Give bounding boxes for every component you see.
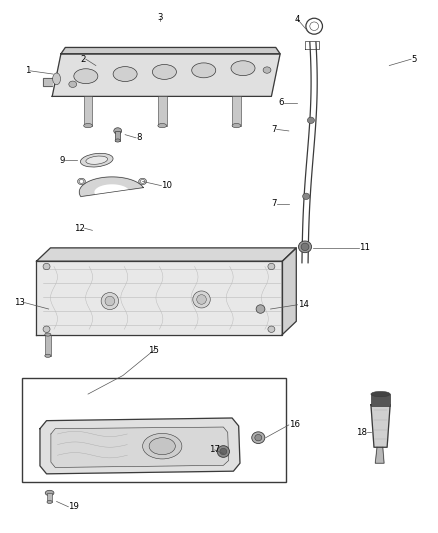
Bar bbox=[115, 131, 120, 141]
Text: 11: 11 bbox=[359, 244, 370, 253]
Ellipse shape bbox=[81, 154, 113, 167]
Bar bbox=[45, 335, 51, 356]
Ellipse shape bbox=[78, 178, 85, 184]
Text: 7: 7 bbox=[271, 125, 277, 134]
Ellipse shape bbox=[47, 500, 52, 504]
Polygon shape bbox=[43, 78, 52, 86]
Text: 4: 4 bbox=[295, 15, 300, 24]
Ellipse shape bbox=[193, 291, 210, 308]
Polygon shape bbox=[371, 405, 390, 447]
Ellipse shape bbox=[45, 333, 51, 336]
Ellipse shape bbox=[115, 139, 120, 142]
Ellipse shape bbox=[45, 490, 54, 496]
Ellipse shape bbox=[268, 263, 275, 270]
Text: 15: 15 bbox=[148, 346, 159, 355]
Text: 13: 13 bbox=[14, 298, 25, 307]
Bar bbox=[371, 394, 390, 406]
Polygon shape bbox=[40, 418, 240, 474]
Bar bbox=[158, 96, 166, 126]
Bar bbox=[232, 96, 241, 126]
Ellipse shape bbox=[307, 117, 314, 124]
Ellipse shape bbox=[43, 263, 50, 270]
Ellipse shape bbox=[139, 178, 147, 184]
Text: 8: 8 bbox=[136, 133, 141, 142]
Ellipse shape bbox=[69, 81, 77, 87]
Ellipse shape bbox=[231, 61, 255, 76]
Polygon shape bbox=[283, 248, 296, 335]
Ellipse shape bbox=[141, 180, 145, 183]
Ellipse shape bbox=[143, 433, 182, 459]
Bar bbox=[21, 378, 286, 482]
Text: 19: 19 bbox=[68, 502, 79, 511]
Ellipse shape bbox=[303, 193, 310, 199]
Ellipse shape bbox=[53, 73, 60, 85]
Ellipse shape bbox=[152, 64, 177, 79]
Ellipse shape bbox=[255, 434, 262, 441]
Text: 3: 3 bbox=[157, 13, 163, 22]
Ellipse shape bbox=[301, 243, 309, 251]
Text: 2: 2 bbox=[80, 55, 86, 63]
Bar bbox=[84, 96, 92, 126]
Ellipse shape bbox=[268, 326, 275, 333]
Ellipse shape bbox=[263, 67, 271, 73]
Text: 14: 14 bbox=[297, 300, 309, 309]
Text: 10: 10 bbox=[161, 181, 173, 190]
Ellipse shape bbox=[113, 67, 137, 82]
Ellipse shape bbox=[43, 326, 50, 333]
Text: 5: 5 bbox=[411, 55, 417, 63]
Polygon shape bbox=[61, 47, 280, 54]
Ellipse shape bbox=[105, 296, 115, 306]
Ellipse shape bbox=[252, 432, 265, 443]
Ellipse shape bbox=[74, 69, 98, 84]
Text: 18: 18 bbox=[357, 428, 367, 437]
Ellipse shape bbox=[371, 391, 390, 397]
Ellipse shape bbox=[79, 180, 84, 183]
Polygon shape bbox=[52, 54, 280, 96]
Ellipse shape bbox=[101, 293, 119, 310]
Polygon shape bbox=[51, 427, 229, 467]
Polygon shape bbox=[36, 248, 296, 261]
Text: 1: 1 bbox=[25, 67, 30, 75]
Ellipse shape bbox=[84, 124, 92, 128]
Ellipse shape bbox=[298, 241, 311, 253]
Text: 16: 16 bbox=[289, 421, 300, 430]
Ellipse shape bbox=[256, 305, 265, 313]
Text: 6: 6 bbox=[278, 98, 284, 107]
Ellipse shape bbox=[197, 295, 206, 304]
Ellipse shape bbox=[114, 128, 122, 134]
Text: 7: 7 bbox=[271, 199, 277, 208]
Text: 12: 12 bbox=[74, 224, 85, 233]
Polygon shape bbox=[79, 177, 143, 197]
Polygon shape bbox=[375, 447, 384, 463]
Ellipse shape bbox=[86, 156, 108, 164]
Bar bbox=[47, 493, 52, 502]
Ellipse shape bbox=[220, 448, 227, 455]
Ellipse shape bbox=[192, 63, 216, 78]
Text: 17: 17 bbox=[209, 446, 220, 455]
Ellipse shape bbox=[45, 354, 51, 358]
Ellipse shape bbox=[217, 446, 230, 457]
Ellipse shape bbox=[149, 438, 175, 455]
Ellipse shape bbox=[158, 124, 166, 128]
Polygon shape bbox=[36, 261, 283, 335]
Text: 9: 9 bbox=[60, 156, 65, 165]
Ellipse shape bbox=[232, 124, 241, 128]
